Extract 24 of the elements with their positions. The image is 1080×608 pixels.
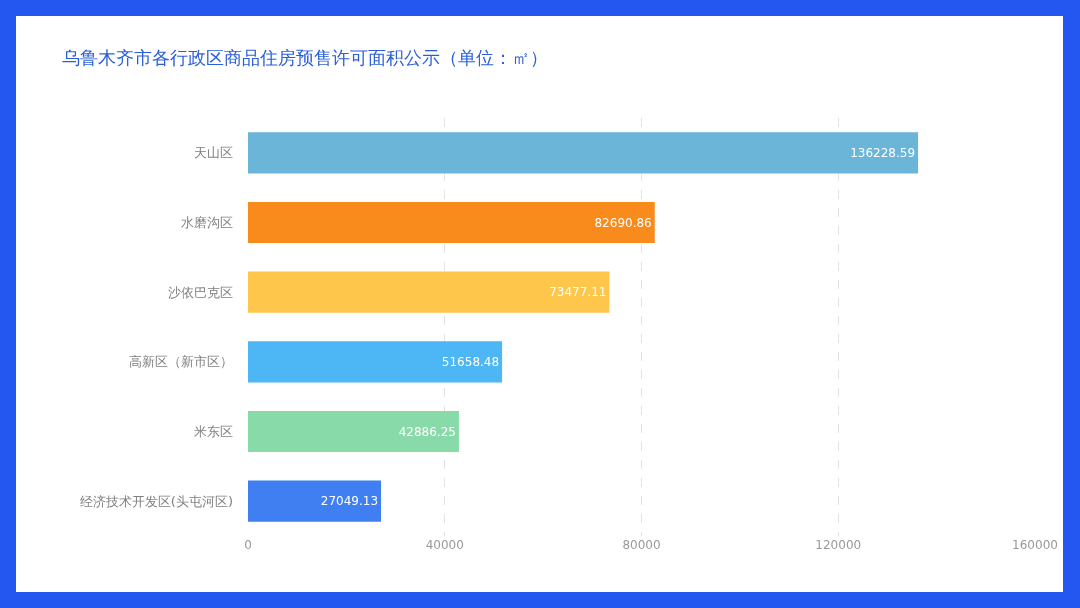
x-tick-label: 40000 <box>425 538 464 552</box>
y-tick-label: 天山区 <box>194 145 233 161</box>
y-tick-label: 高新区（新市区） <box>129 354 233 370</box>
data-label: 82690.86 <box>594 215 652 230</box>
data-label: 27049.13 <box>320 494 379 509</box>
data-label: 73477.11 <box>549 285 607 300</box>
data-label: 51658.48 <box>441 354 500 369</box>
y-tick-label: 经济技术开发区(头屯河区) <box>79 493 233 509</box>
chart-title: 乌鲁木齐市各行政区商品住房预售许可面积公示（单位：㎡） <box>62 47 548 69</box>
x-tick-label: 160000 <box>1012 538 1058 552</box>
bar <box>248 271 610 313</box>
x-tick-label: 0 <box>244 538 252 552</box>
data-label: 42886.25 <box>398 424 456 439</box>
bar <box>248 480 382 522</box>
y-tick-label: 米东区 <box>194 424 233 440</box>
bar <box>248 341 503 383</box>
x-tick-label: 120000 <box>815 538 862 552</box>
x-tick-label: 80000 <box>622 538 661 552</box>
bar <box>248 410 459 453</box>
y-tick-label: 水磨沟区 <box>181 215 233 231</box>
bar <box>248 132 919 174</box>
bar <box>248 201 655 244</box>
data-label: 136228.59 <box>850 145 916 160</box>
y-tick-label: 沙依巴克区 <box>168 284 233 300</box>
